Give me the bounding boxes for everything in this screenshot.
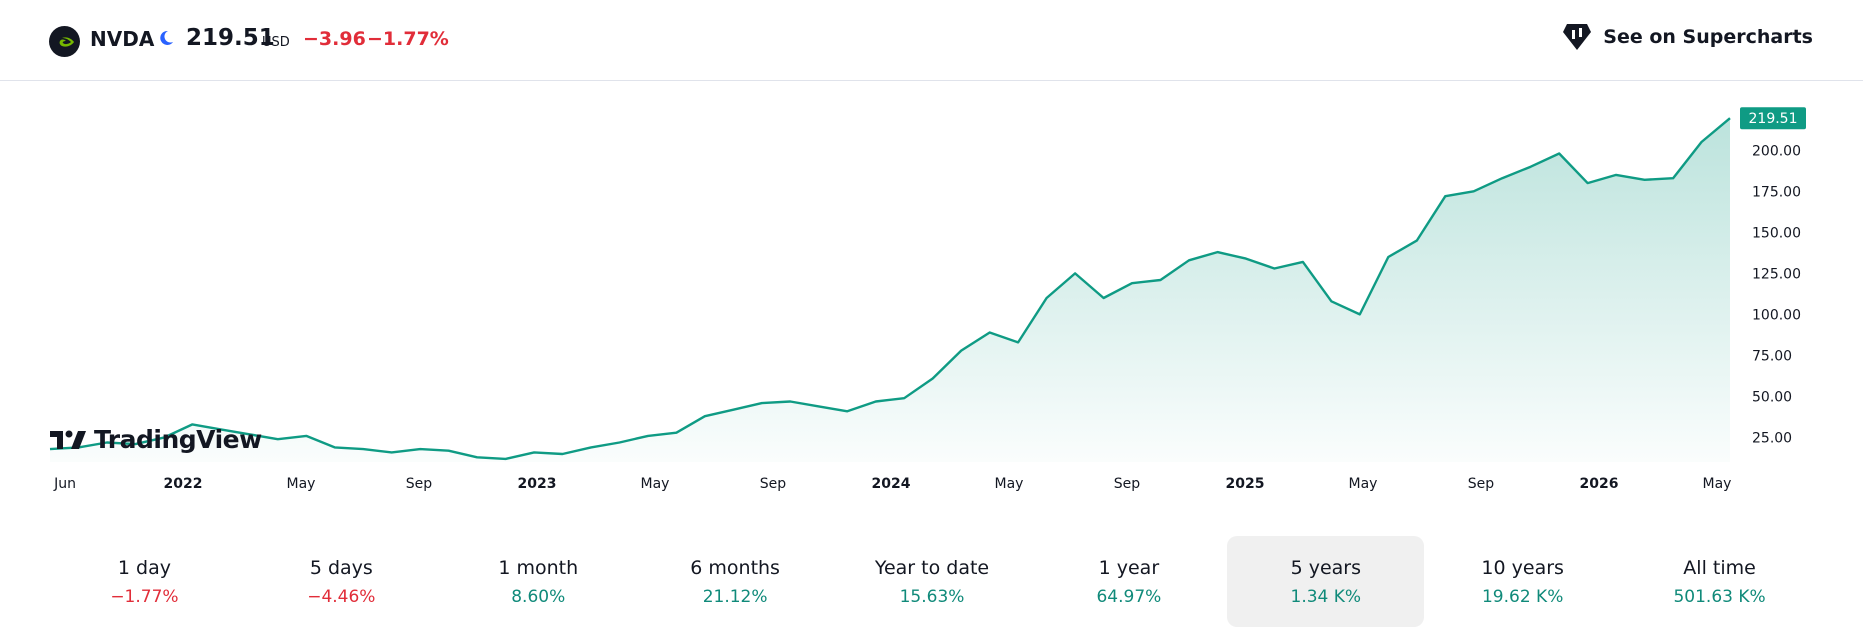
tradingview-icon bbox=[50, 430, 86, 449]
period-tab-10-years[interactable]: 10 years 19.62 K% bbox=[1424, 536, 1621, 627]
y-axis-tick-label: 100.00 bbox=[1752, 307, 1801, 323]
period-label: 1 month bbox=[498, 556, 579, 579]
y-axis-tick-label: 125.00 bbox=[1752, 266, 1801, 282]
tradingview-wordmark: TradingView bbox=[94, 425, 262, 454]
performance-periods: 1 day −1.77% 5 days −4.46% 1 month 8.60% 6 mon… bbox=[46, 536, 1818, 627]
nvidia-logo-icon[interactable] bbox=[49, 26, 80, 57]
period-change-value: 501.63 K% bbox=[1673, 586, 1766, 607]
x-axis-tick-label: Sep bbox=[760, 476, 787, 492]
x-axis-tick-label: Sep bbox=[1114, 476, 1141, 492]
y-axis-tick-label: 150.00 bbox=[1752, 225, 1801, 241]
supercharts-icon bbox=[1563, 24, 1592, 50]
period-tab-1-month[interactable]: 1 month 8.60% bbox=[440, 536, 637, 627]
period-label: Year to date bbox=[874, 556, 990, 579]
period-tab-1-year[interactable]: 1 year 64.97% bbox=[1030, 536, 1227, 627]
supercharts-label: See on Supercharts bbox=[1603, 26, 1813, 48]
x-axis-tick-label: 2025 bbox=[1226, 476, 1265, 492]
symbol-name[interactable]: NVDA bbox=[90, 27, 155, 51]
last-price-label: 219.51 bbox=[1749, 111, 1798, 127]
period-tab-all-time[interactable]: All time 501.63 K% bbox=[1621, 536, 1818, 627]
tradingview-logo[interactable]: TradingView bbox=[50, 425, 262, 454]
y-axis-tick-label: 50.00 bbox=[1752, 390, 1792, 406]
supercharts-button[interactable]: See on Supercharts bbox=[1561, 22, 1813, 52]
period-change-value: −4.46% bbox=[307, 586, 376, 607]
currency-label: USD bbox=[262, 35, 290, 50]
x-axis-tick-label: 2023 bbox=[518, 476, 557, 492]
x-axis-tick-label: Sep bbox=[1468, 476, 1495, 492]
last-price: 219.51 bbox=[186, 25, 275, 51]
period-tab-5-days[interactable]: 5 days −4.46% bbox=[243, 536, 440, 627]
period-label: 1 day bbox=[117, 556, 171, 579]
period-change-value: 1.34 K% bbox=[1290, 586, 1362, 607]
x-axis-tick-label: May bbox=[995, 476, 1024, 492]
symbol-header: NVDA 219.51 USD −3.96 −1.77% See on Supe… bbox=[0, 0, 1863, 81]
moon-icon bbox=[160, 30, 173, 45]
x-axis-tick-label: Sep bbox=[406, 476, 433, 492]
x-axis-tick-label: May bbox=[1349, 476, 1378, 492]
period-label: 5 days bbox=[309, 556, 373, 579]
period-label: All time bbox=[1683, 556, 1756, 579]
period-label: 6 months bbox=[690, 556, 780, 579]
y-axis-tick-label: 175.00 bbox=[1752, 184, 1801, 200]
price-line bbox=[49, 117, 1731, 461]
period-tab-5-years[interactable]: 5 years 1.34 K% bbox=[1227, 536, 1425, 627]
x-axis-tick-label: 2026 bbox=[1580, 476, 1619, 492]
period-change-value: 19.62 K% bbox=[1481, 586, 1564, 607]
price-area-fill bbox=[50, 118, 1730, 462]
period-tab-1-day[interactable]: 1 day −1.77% bbox=[46, 536, 243, 627]
x-axis-tick-label: Jun bbox=[53, 476, 76, 492]
price-change: −3.96 bbox=[303, 28, 366, 50]
period-change-value: −1.77% bbox=[110, 586, 179, 607]
y-axis-tick-label: 25.00 bbox=[1752, 431, 1792, 447]
x-axis-tick-label: May bbox=[1703, 476, 1732, 492]
period-change-value: 15.63% bbox=[899, 586, 965, 607]
x-axis-tick-label: 2024 bbox=[872, 476, 911, 492]
x-axis-tick-label: May bbox=[641, 476, 670, 492]
period-change-value: 64.97% bbox=[1096, 586, 1162, 607]
period-change-value: 8.60% bbox=[511, 586, 566, 607]
period-tab-year-to-date[interactable]: Year to date 15.63% bbox=[834, 536, 1031, 627]
y-axis-tick-label: 200.00 bbox=[1752, 143, 1801, 159]
x-axis-tick-label: 2022 bbox=[164, 476, 203, 492]
price-chart[interactable]: Jun 2022 May Sep 2023 May Sep 2024 May Sep 2025 May… bbox=[0, 81, 1863, 501]
period-tab-6-months[interactable]: 6 months 21.12% bbox=[637, 536, 834, 627]
period-label: 10 years bbox=[1481, 556, 1564, 579]
last-price-badge bbox=[1740, 107, 1806, 130]
period-change-value: 21.12% bbox=[702, 586, 768, 607]
x-axis-tick-label: May bbox=[287, 476, 316, 492]
period-label: 5 years bbox=[1290, 556, 1361, 579]
price-change-percent: −1.77% bbox=[367, 28, 449, 50]
period-label: 1 year bbox=[1098, 556, 1160, 579]
y-axis-tick-label: 75.00 bbox=[1752, 349, 1792, 365]
